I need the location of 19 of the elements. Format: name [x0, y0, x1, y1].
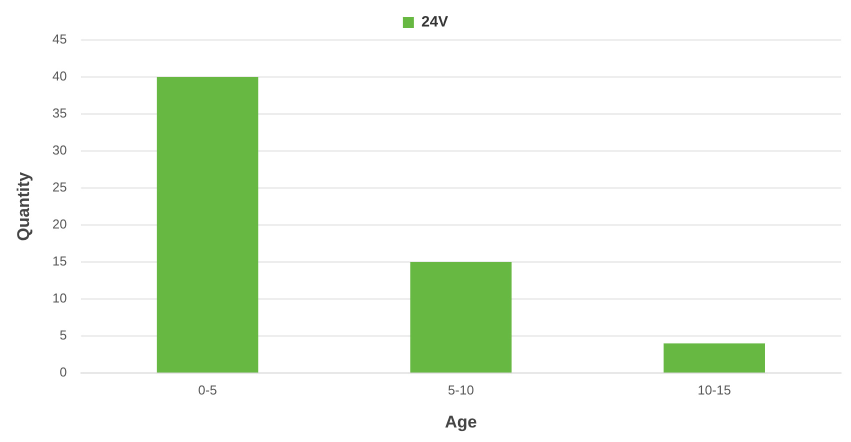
y-tick-label: 5 [60, 328, 67, 343]
y-tick-label: 30 [52, 142, 67, 158]
bar [156, 77, 258, 372]
x-tick-label: 10-15 [698, 382, 731, 398]
x-tick-label: 0-5 [198, 382, 217, 398]
bar [410, 262, 512, 372]
bar [664, 343, 765, 372]
y-tick-label: 25 [52, 180, 67, 195]
y-axis-title: Quantity [14, 171, 33, 241]
y-tick-label: 35 [52, 106, 67, 121]
x-tick-label: 5-10 [448, 382, 474, 398]
y-tick-label: 40 [52, 68, 67, 84]
legend-label: 24V [421, 14, 448, 31]
y-tick-label: 0 [60, 364, 67, 380]
x-axis-title: Age [444, 412, 477, 432]
y-tick-label: 45 [52, 32, 67, 47]
y-tick-label: 10 [52, 290, 67, 306]
y-tick-label: 20 [52, 216, 67, 232]
y-tick-label: 15 [52, 254, 67, 269]
